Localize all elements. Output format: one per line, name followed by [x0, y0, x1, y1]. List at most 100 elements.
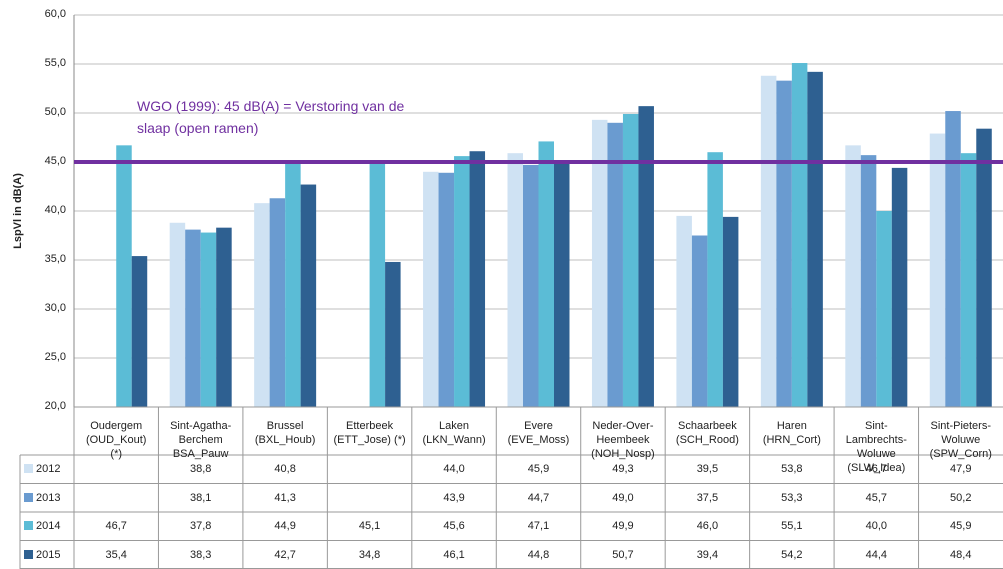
x-tick-label: Haren (HRN_Cort) [762, 420, 821, 446]
bar [760, 75, 777, 407]
bar [960, 153, 977, 407]
bar [169, 222, 186, 407]
table-cell: 39,4 [696, 548, 719, 561]
legend-label: 2013 [36, 491, 61, 504]
x-tick-label: Evere (EVE_Moss) [507, 420, 570, 446]
bar [369, 161, 386, 407]
table-cell: 40,0 [865, 520, 888, 532]
x-tick-label: Schaarbeek (SCH_Rood) [675, 420, 739, 446]
legend-swatch [24, 464, 33, 473]
bar [254, 203, 270, 407]
bar [554, 163, 570, 407]
legend-swatch [24, 521, 33, 530]
x-tick-label: Sint-Pieters- Woluwe (SPW_Corn) [929, 420, 992, 460]
bar [200, 232, 217, 407]
table-cell: 39,5 [696, 463, 719, 475]
bar [676, 215, 692, 407]
table-cell: 45,6 [443, 520, 465, 532]
x-tick-label: Oudergem (OUD_Kout) (*) [85, 420, 147, 460]
table-cell: 45,9 [527, 463, 550, 475]
bar [638, 106, 654, 407]
legend-label: 2012 [36, 463, 61, 475]
bar [807, 71, 823, 407]
table-cell: 47,1 [527, 520, 550, 532]
x-tick-label: Sint-Agatha- Berchem BSA_Pauw [170, 420, 232, 460]
bar [776, 80, 792, 407]
table-cell: 41,3 [274, 491, 296, 504]
bar [285, 162, 301, 407]
bar [707, 152, 723, 407]
bar [116, 145, 132, 407]
bar [538, 141, 554, 408]
bar [454, 156, 470, 407]
x-tick-label: Sint- Lambrechts- Woluwe (SLW_Idea) [845, 420, 907, 474]
bar [385, 261, 401, 407]
legend-swatch [24, 492, 33, 502]
table-cell: 46,7 [105, 520, 127, 532]
table-cell: 48,4 [950, 548, 972, 561]
annotation: WGO (1999): 45 dB(A) = Verstoring van de… [137, 98, 405, 136]
table-cell: 38,3 [189, 548, 212, 561]
bar [722, 216, 739, 407]
y-tick-label: 40,0 [44, 204, 66, 216]
bar [185, 229, 201, 407]
bar [976, 128, 992, 407]
bar [945, 111, 961, 407]
y-tick-label: 20,0 [44, 400, 66, 412]
table-cell: 49,3 [612, 463, 634, 475]
bar [131, 256, 148, 407]
table-cell: 46,7 [865, 463, 888, 475]
y-tick-label: 60,0 [44, 8, 66, 20]
table-cell: 44,0 [443, 463, 465, 475]
bar [423, 171, 439, 407]
y-tick-label: 45,0 [44, 155, 66, 167]
legend-entry: 2013 [24, 484, 60, 512]
bar [591, 119, 608, 408]
bar [269, 198, 286, 407]
bar [691, 235, 708, 407]
bar [607, 122, 623, 408]
bar [929, 133, 946, 407]
bar [876, 211, 892, 407]
table-cell: 44,8 [527, 548, 550, 561]
table-cell: 54,2 [781, 548, 803, 561]
table-cell: 50,2 [950, 491, 972, 504]
y-tick-label: 50,0 [44, 106, 66, 118]
bar [438, 172, 455, 407]
table-cell: 44,4 [865, 548, 888, 561]
bar [845, 145, 861, 407]
bar [523, 164, 539, 407]
legend-entry: 2012 [24, 455, 60, 483]
bar [216, 227, 232, 407]
x-tick-label: Etterbeek (ETT_Jose) (*) [333, 420, 406, 446]
x-tick-label: Neder-Over- Heembeek (NOH_Nosp) [591, 420, 655, 460]
legend-swatch [24, 549, 33, 559]
table-cell: 44,9 [274, 520, 296, 532]
table-cell: 35,4 [105, 548, 127, 561]
table-cell: 38,1 [189, 491, 212, 504]
table-cell: 45,9 [950, 520, 972, 532]
table-cell: 53,8 [781, 463, 803, 475]
table-cell: 45,7 [865, 491, 888, 504]
table-cell: 37,5 [696, 491, 719, 504]
table-cell: 34,8 [358, 548, 381, 561]
table-cell: 43,9 [443, 491, 465, 504]
table-cell: 46,0 [696, 520, 719, 532]
x-tick-label: Brussel (BXL_Houb) [254, 420, 316, 446]
table-cell: 44,7 [527, 491, 550, 504]
bar [300, 184, 317, 407]
bar [791, 63, 808, 408]
legend-entry: 2015 [24, 541, 60, 569]
table-cell: 45,1 [358, 520, 381, 532]
table-cell: 42,7 [274, 548, 296, 561]
table-cell: 55,1 [781, 520, 803, 532]
bar [507, 153, 523, 407]
y-tick-label: 30,0 [44, 302, 66, 314]
bar [891, 167, 908, 407]
x-tick-label: Laken (LKN_Wann) [422, 420, 486, 446]
legend-entry: 2014 [24, 512, 60, 540]
table-cell: 46,1 [443, 548, 465, 561]
y-tick-label: 35,0 [44, 253, 66, 265]
legend-label: 2014 [36, 520, 61, 532]
